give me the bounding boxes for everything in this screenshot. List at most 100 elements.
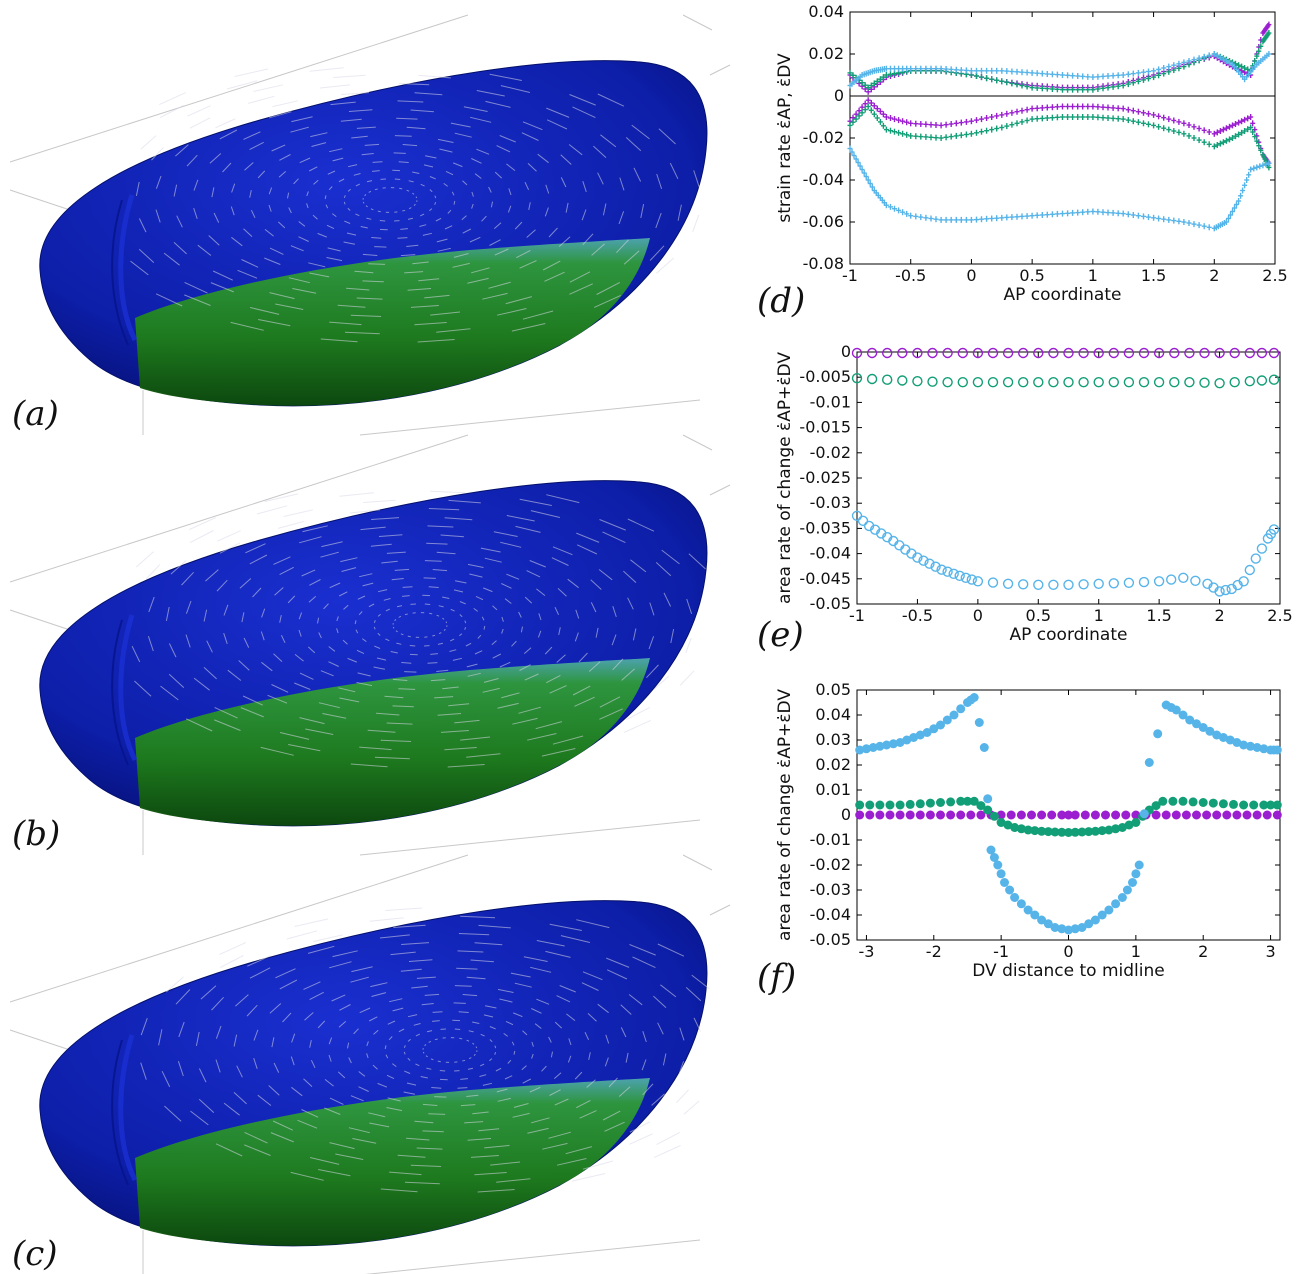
flow-streak [655,212,662,229]
flow-streak [383,598,391,601]
x-tick-label: -3 [858,942,874,961]
flow-streak [385,907,423,911]
x-tick-label: -0.5 [895,266,926,285]
data-point [1161,810,1171,820]
data-point [1084,919,1094,929]
flow-streak [396,642,402,645]
chart-d: -1 -0.5 0 0.5 1 1.5 2 2.5 -0.08 -0.06 -0.04 -0.02 0 0… [757,2,1288,321]
flow-streak [371,992,387,997]
flow-streak [355,629,359,634]
flow-streak [386,1107,403,1112]
flow-streak [317,232,327,238]
data-point [1108,578,1120,589]
flow-streak [340,557,358,563]
flow-streak [642,1031,647,1043]
flow-streak [303,981,321,990]
flow-streak [546,494,580,504]
flow-streak [656,173,663,189]
flow-streak [412,171,420,174]
data-point [1158,796,1168,806]
flow-streak [403,1091,415,1095]
flow-streak [244,162,254,171]
data-point [942,715,952,725]
data-point [1128,878,1137,887]
data-point [957,347,968,359]
data-point [1220,584,1231,596]
flow-streak [475,595,484,601]
flow-streak [368,263,386,265]
flow-streak [657,1022,664,1035]
flow-streak [407,1014,418,1018]
flow-streak [499,135,516,143]
data-point [882,374,893,385]
flow-streak [467,563,484,568]
flow-streak [396,605,403,608]
flow-streak [646,664,659,679]
data-point [1153,729,1163,739]
flow-streak [438,632,442,635]
flow-streak [653,1144,681,1158]
flow-streak [391,578,404,581]
data-point [1123,577,1135,588]
flow-streak [318,1169,351,1177]
flow-streak [482,687,500,693]
flow-streak [677,204,682,221]
flow-streak [483,1014,494,1018]
flow-streak [339,697,360,703]
flow-streak [342,639,348,645]
flow-streak [437,1060,441,1063]
flow-streak [588,1052,591,1061]
flow-streak [238,660,250,671]
flow-streak [384,1045,387,1050]
flow-streak [410,1164,442,1167]
data-point [1268,524,1280,535]
flow-streak [298,629,302,637]
y-tick-label: 0.05 [815,680,851,699]
series-0 [855,810,1282,820]
flow-streak [566,1013,576,1021]
flow-streak [391,1063,397,1068]
flow-streak [258,319,291,327]
flow-streak [359,1007,371,1014]
flow-streak [279,154,291,161]
flow-streak [465,642,472,647]
flow-streak [283,509,314,517]
flow-streak [320,670,334,677]
flow-streak [341,567,357,572]
flow-streak [369,917,404,922]
data-point [1010,893,1020,902]
data-point [1033,347,1044,359]
data-point [996,818,1006,827]
flow-streak [247,955,271,967]
flow-streak [512,1112,530,1118]
flow-streak [269,111,292,119]
flow-streak [387,1097,401,1102]
flow-streak [413,1023,421,1026]
flow-streak [425,1055,428,1058]
flow-streak [418,74,451,79]
flow-streak [364,143,380,146]
flow-streak [385,638,390,642]
data-point [956,796,966,806]
flow-streak [279,979,298,990]
flow-streak [531,1008,542,1014]
data-point [972,377,984,388]
flow-streak [379,220,386,222]
flow-streak [185,634,191,648]
flow-streak [582,971,603,981]
flow-streak [467,1067,474,1070]
flow-streak [308,166,318,172]
flow-streak [389,998,403,1003]
flow-streak [500,541,522,548]
flow-streak [567,1055,572,1063]
data-point [1272,800,1282,810]
flow-streak [440,534,464,538]
flow-streak [670,629,675,644]
flow-streak [257,170,266,179]
axis-line [682,434,713,451]
flow-streak [353,1028,359,1035]
data-point [960,572,971,583]
flow-streak [625,137,642,152]
flow-streak [497,988,514,993]
flow-streak [488,186,492,193]
